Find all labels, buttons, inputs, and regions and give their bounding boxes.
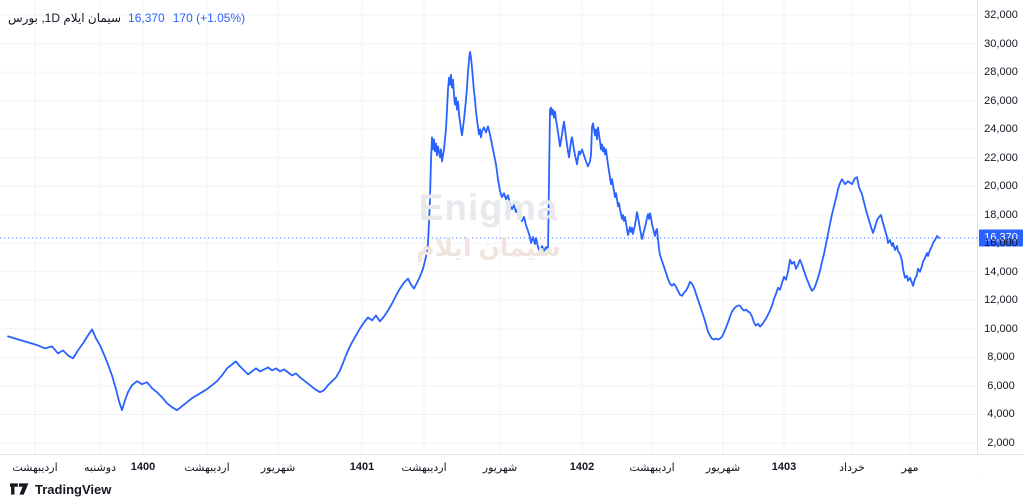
y-axis-label: 26,000 bbox=[984, 94, 1018, 107]
y-axis-label: 32,000 bbox=[984, 9, 1018, 21]
x-axis-label: شهریور bbox=[705, 462, 741, 474]
x-axis-label: 1403 bbox=[771, 461, 797, 473]
x-axis-label: اردیبهشت bbox=[401, 462, 447, 474]
time-scale-axis[interactable]: اردیبهشت دوشنبه 1400 اردیبهشت شهریور 1401 اردی… bbox=[0, 454, 1024, 478]
y-axis-label: 28,000 bbox=[984, 66, 1018, 79]
y-axis-label: 24,000 bbox=[984, 123, 1018, 136]
y-axis-label: 16,000 bbox=[984, 237, 1018, 250]
price-change-value: 170 (+1.05%) bbox=[172, 11, 246, 25]
y-axis-label: 14,000 bbox=[984, 265, 1018, 278]
y-axis-label: 30,000 bbox=[984, 37, 1018, 50]
chart-plot-area[interactable]: Enigma سیمان ایلام سیمان ایلام 1D, بورس … bbox=[0, 0, 977, 455]
x-axis-label: 1401 bbox=[349, 461, 375, 473]
last-price-badge: 16,370 bbox=[979, 229, 1023, 247]
y-axis-label: 2,000 bbox=[987, 437, 1015, 449]
y-axis-label: 4,000 bbox=[987, 408, 1015, 421]
last-price-value: 16,370 bbox=[128, 11, 165, 25]
y-axis-label: 20,000 bbox=[984, 180, 1018, 193]
symbol-legend[interactable]: سیمان ایلام 1D, بورس 16,370 170 (+1.05%) bbox=[8, 11, 245, 25]
x-axis-label: اردیبهشت bbox=[184, 462, 230, 474]
x-axis-label: 1402 bbox=[569, 461, 595, 473]
x-axis-label: شهریور bbox=[260, 462, 296, 474]
tradingview-attribution[interactable]: TradingView bbox=[10, 480, 111, 498]
y-axis-label: 8,000 bbox=[987, 351, 1015, 364]
price-scale-axis[interactable]: 16,370 2,000 4,000 6,000 8,000 10,000 12,000 1… bbox=[977, 0, 1024, 479]
tradingview-brand-text: TradingView bbox=[35, 481, 112, 497]
x-axis-label: شهریور bbox=[482, 462, 518, 474]
y-axis-label: 6,000 bbox=[987, 379, 1015, 392]
price-chart-canvas[interactable] bbox=[0, 0, 977, 455]
x-axis-label: اردیبهشت bbox=[12, 462, 58, 474]
y-axis-label: 10,000 bbox=[984, 322, 1018, 335]
symbol-quote: 16,370 170 (+1.05%) bbox=[128, 11, 245, 25]
y-axis-label: 22,000 bbox=[984, 151, 1018, 164]
x-axis-label: مهر bbox=[901, 462, 919, 474]
price-line-series bbox=[7, 50, 940, 412]
symbol-title[interactable]: سیمان ایلام 1D, بورس bbox=[8, 11, 122, 25]
y-axis-label: 18,000 bbox=[984, 208, 1018, 221]
x-axis-label: دوشنبه bbox=[84, 462, 116, 474]
tradingview-logo-icon bbox=[10, 483, 29, 495]
x-axis-label: خرداد bbox=[839, 462, 865, 474]
x-axis-label: اردیبهشت bbox=[629, 462, 675, 474]
y-axis-label: 12,000 bbox=[984, 294, 1018, 307]
x-axis-label: 1400 bbox=[130, 461, 156, 473]
